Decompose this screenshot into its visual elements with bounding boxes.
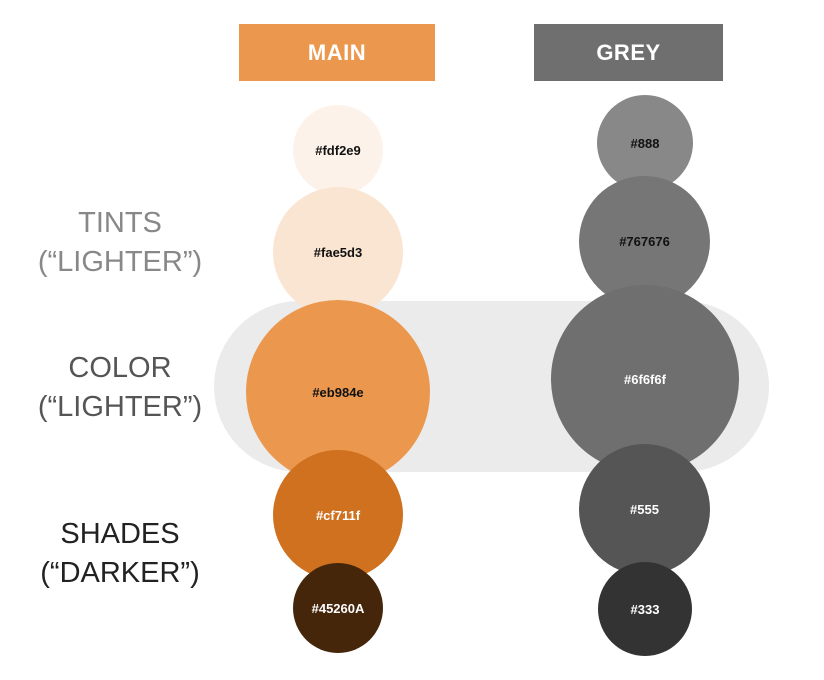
main-column-header: MAIN: [239, 24, 435, 81]
color-row-label: COLOR (“LIGHTER”): [0, 349, 240, 427]
main-tint-light-swatch: #fae5d3: [273, 187, 403, 317]
main-tint-lightest-swatch: #fdf2e9: [293, 105, 383, 195]
grey-base-swatch: #6f6f6f: [551, 285, 739, 473]
grey-shade-darkest-swatch: #333: [598, 562, 692, 656]
color-label-line1: COLOR: [68, 352, 172, 384]
tints-row-label: TINTS (“LIGHTER”): [0, 204, 240, 282]
tints-label-line2: (“LIGHTER”): [37, 246, 203, 278]
main-shade-dark-swatch: #cf711f: [273, 450, 403, 580]
main-shade-darkest-swatch: #45260A: [293, 563, 383, 653]
grey-column-header: GREY: [534, 24, 723, 81]
tints-label-line1: TINTS: [78, 207, 162, 239]
shades-row-label: SHADES (“DARKER”): [0, 515, 240, 593]
grey-tint-lightest-swatch: #888: [597, 95, 693, 191]
shades-label-line2: (“DARKER”): [40, 557, 200, 589]
color-label-line2: (“LIGHTER”): [37, 391, 203, 423]
grey-shade-dark-swatch: #555: [579, 444, 710, 575]
shades-label-line1: SHADES: [60, 518, 180, 550]
grey-tint-light-swatch: #767676: [579, 176, 710, 307]
